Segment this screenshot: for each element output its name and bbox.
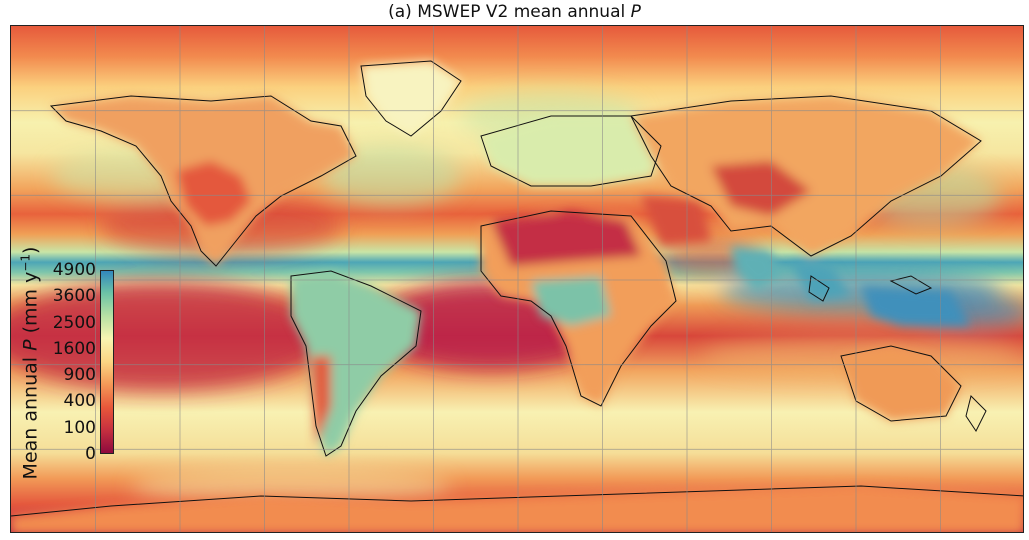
- colorbar-label: Mean annual P (mm y−1): [18, 246, 42, 480]
- colorbar-tick-label: 100: [63, 417, 96, 438]
- coastlines: [11, 60, 1023, 517]
- colorbar-tick-label: 900: [63, 365, 96, 386]
- continent-fills: [11, 61, 1023, 532]
- map-title: (a) MSWEP V2 mean annual P: [0, 2, 1029, 22]
- graticule: [11, 26, 1023, 532]
- colorbar: [100, 270, 114, 454]
- colorbar-tick-label: 3600: [52, 286, 96, 307]
- colorbar-tick-label: 2500: [52, 312, 96, 333]
- colorbar-tick-label: 0: [85, 444, 96, 464]
- title-variable: P: [630, 2, 641, 22]
- title-text: (a) MSWEP V2 mean annual: [388, 2, 631, 22]
- precipitation-map: [11, 26, 1023, 532]
- colorbar-tick-label: 1600: [52, 338, 96, 359]
- colorbar-tick-label: 400: [63, 391, 96, 412]
- colorbar-tick-label: 4900: [52, 260, 96, 280]
- map-panel: [10, 25, 1024, 533]
